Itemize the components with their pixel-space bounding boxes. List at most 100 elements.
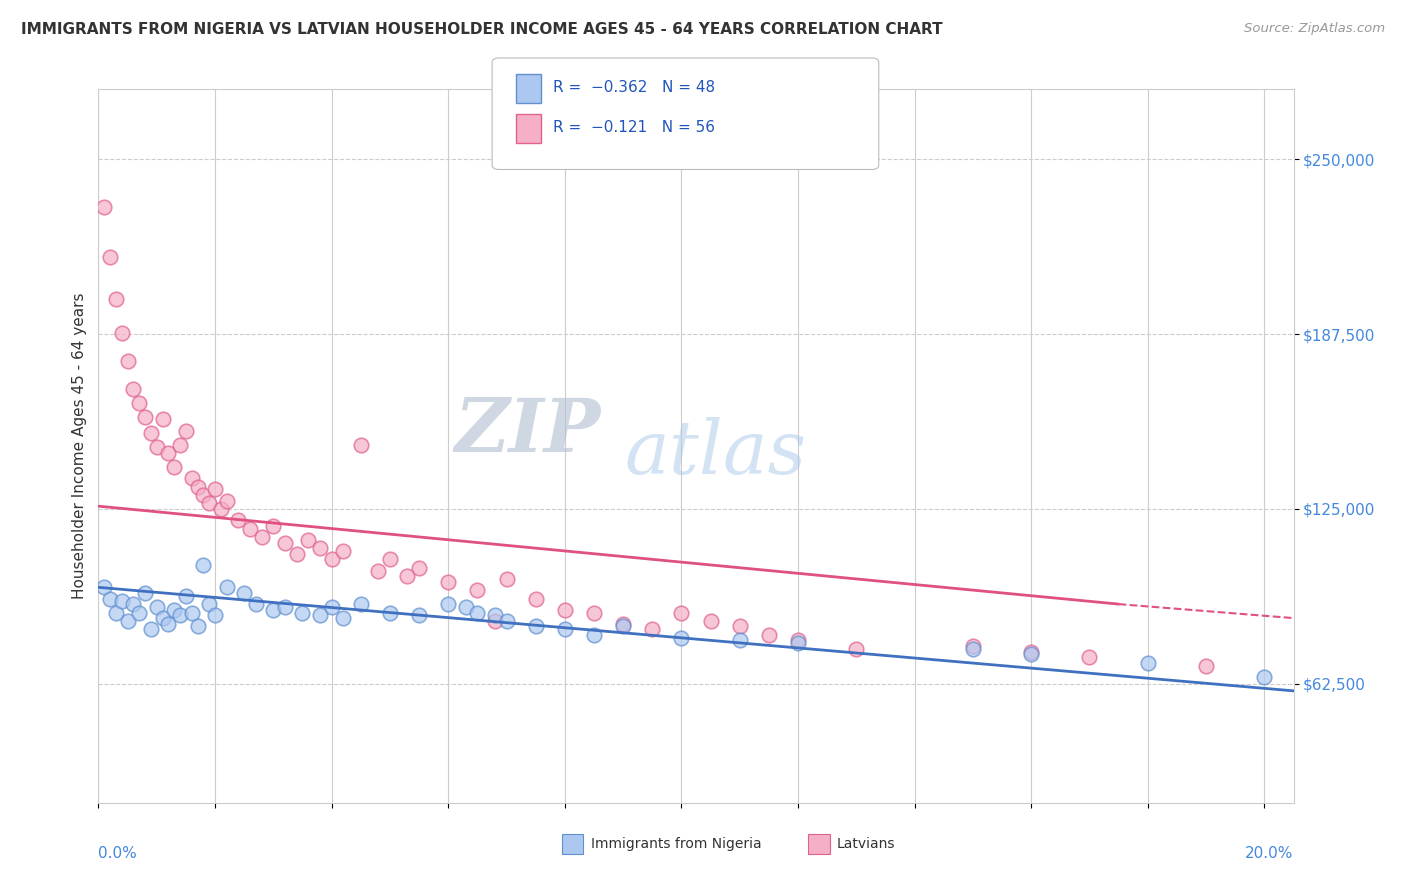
Point [204, 483, 226, 497]
Point [367, 564, 389, 578]
Point [309, 541, 332, 556]
Point [962, 639, 984, 653]
Point [111, 326, 134, 340]
Point [193, 558, 215, 572]
Point [152, 611, 174, 625]
Point [139, 622, 162, 636]
Point [350, 597, 373, 611]
Point [495, 572, 517, 586]
Point [297, 533, 319, 547]
Point [787, 633, 810, 648]
Point [1253, 670, 1275, 684]
Point [157, 446, 180, 460]
Point [262, 518, 284, 533]
Point [350, 437, 373, 451]
Point [117, 353, 139, 368]
Point [139, 426, 162, 441]
Point [128, 606, 150, 620]
Text: IMMIGRANTS FROM NIGERIA VS LATVIAN HOUSEHOLDER INCOME AGES 45 - 64 YEARS CORRELA: IMMIGRANTS FROM NIGERIA VS LATVIAN HOUSE… [21, 22, 942, 37]
Point [321, 552, 343, 566]
Point [309, 608, 332, 623]
Point [245, 597, 267, 611]
Text: R =  −0.121   N = 56: R = −0.121 N = 56 [553, 120, 714, 135]
Point [845, 641, 868, 656]
Point [454, 599, 477, 614]
Point [145, 599, 167, 614]
Point [198, 496, 221, 510]
Point [962, 641, 984, 656]
Point [758, 628, 780, 642]
Text: 0.0%: 0.0% [98, 846, 138, 861]
Point [93, 200, 115, 214]
Point [408, 608, 430, 623]
Point [180, 606, 202, 620]
Point [215, 580, 238, 594]
Point [612, 619, 634, 633]
Point [186, 479, 208, 493]
Point [250, 530, 273, 544]
Point [122, 597, 145, 611]
Text: ZIP: ZIP [454, 395, 600, 468]
Point [582, 606, 605, 620]
Point [152, 412, 174, 426]
Point [174, 589, 197, 603]
Point [787, 636, 810, 650]
Point [495, 614, 517, 628]
Point [180, 471, 202, 485]
Point [524, 591, 547, 606]
Point [134, 586, 156, 600]
Point [98, 591, 121, 606]
Point [728, 633, 751, 648]
Point [728, 619, 751, 633]
Text: Immigrants from Nigeria: Immigrants from Nigeria [591, 837, 761, 851]
Point [174, 424, 197, 438]
Text: Latvians: Latvians [837, 837, 896, 851]
Point [378, 552, 401, 566]
Point [699, 614, 721, 628]
Point [98, 250, 121, 264]
Point [437, 574, 460, 589]
Point [163, 603, 186, 617]
Point [163, 460, 186, 475]
Point [437, 597, 460, 611]
Point [467, 583, 489, 598]
Text: Source: ZipAtlas.com: Source: ZipAtlas.com [1244, 22, 1385, 36]
Point [582, 628, 605, 642]
Point [262, 603, 284, 617]
Point [484, 614, 506, 628]
Point [1019, 648, 1042, 662]
Point [193, 488, 215, 502]
Point [215, 493, 238, 508]
Point [128, 395, 150, 409]
Point [641, 622, 664, 636]
Point [157, 616, 180, 631]
Point [524, 619, 547, 633]
Point [291, 606, 314, 620]
Point [332, 544, 354, 558]
Point [111, 594, 134, 608]
Point [396, 569, 419, 583]
Y-axis label: Householder Income Ages 45 - 64 years: Householder Income Ages 45 - 64 years [72, 293, 87, 599]
Point [228, 513, 250, 527]
Text: atlas: atlas [624, 417, 807, 490]
Point [1078, 650, 1101, 665]
Point [186, 619, 208, 633]
Point [104, 292, 127, 306]
Point [1195, 658, 1218, 673]
Point [169, 608, 191, 623]
Point [239, 522, 262, 536]
Point [145, 441, 167, 455]
Point [204, 608, 226, 623]
Point [285, 547, 308, 561]
Text: 20.0%: 20.0% [1246, 846, 1294, 861]
Point [554, 622, 576, 636]
Text: R =  −0.362   N = 48: R = −0.362 N = 48 [553, 80, 714, 95]
Point [671, 631, 693, 645]
Point [104, 606, 127, 620]
Point [1136, 656, 1159, 670]
Point [274, 599, 297, 614]
Point [169, 437, 191, 451]
Point [209, 502, 232, 516]
Point [274, 535, 297, 549]
Point [198, 597, 221, 611]
